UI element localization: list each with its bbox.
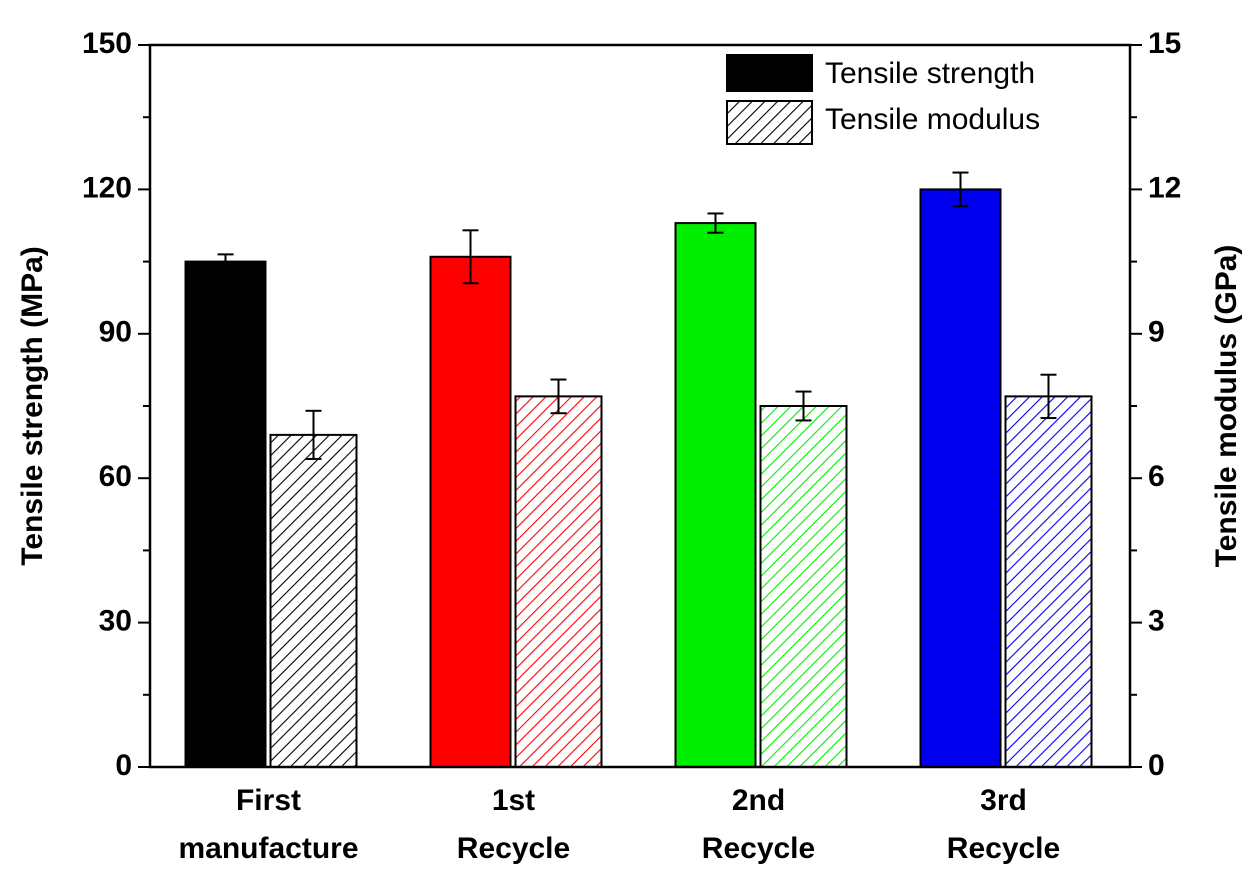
y2-tick-label: 12 bbox=[1148, 171, 1181, 204]
y2-tick-label: 6 bbox=[1148, 460, 1165, 493]
x-tick-label: First bbox=[236, 784, 301, 817]
bar bbox=[759, 405, 848, 768]
bar bbox=[514, 395, 603, 768]
y-tick-label: 30 bbox=[99, 605, 132, 638]
error-bar bbox=[217, 253, 234, 270]
y-axis-title: Tensile strength (MPa) bbox=[16, 246, 49, 565]
bar bbox=[429, 255, 512, 768]
legend-swatch bbox=[726, 54, 813, 92]
error-bar bbox=[795, 390, 812, 422]
y2-tick-label: 0 bbox=[1148, 749, 1165, 782]
y-tick-label: 0 bbox=[115, 749, 132, 782]
y-tick-label: 120 bbox=[82, 171, 132, 204]
error-bar bbox=[1040, 373, 1057, 420]
bar bbox=[184, 260, 267, 768]
x-tick-label: Recycle bbox=[457, 832, 570, 865]
x-tick-label: 2nd bbox=[732, 784, 785, 817]
error-bar bbox=[462, 229, 479, 285]
bar bbox=[674, 222, 757, 769]
x-tick-label: Recycle bbox=[702, 832, 815, 865]
bar bbox=[1004, 395, 1093, 768]
error-bar bbox=[952, 171, 969, 208]
error-bar bbox=[305, 409, 322, 460]
bar bbox=[269, 433, 358, 768]
legend-label: Tensile modulus bbox=[825, 103, 1040, 136]
y-tick-label: 150 bbox=[82, 27, 132, 60]
legend-swatch bbox=[726, 100, 813, 145]
error-bar bbox=[707, 212, 724, 234]
x-tick-label: manufacture bbox=[178, 832, 358, 865]
plot-frame bbox=[148, 43, 1132, 769]
bar bbox=[919, 188, 1002, 768]
y-tick-label: 60 bbox=[99, 460, 132, 493]
x-tick-label: 1st bbox=[492, 784, 535, 817]
legend-label: Tensile strength bbox=[825, 57, 1035, 90]
y2-tick-label: 3 bbox=[1148, 605, 1165, 638]
y2-tick-label: 15 bbox=[1148, 27, 1181, 60]
x-tick-label: Recycle bbox=[947, 832, 1060, 865]
y-tick-label: 90 bbox=[99, 316, 132, 349]
y2-tick-label: 9 bbox=[1148, 316, 1165, 349]
error-bar bbox=[550, 378, 567, 415]
y2-axis-title: Tensile modulus (GPa) bbox=[1210, 245, 1243, 568]
x-tick-label: 3rd bbox=[980, 784, 1027, 817]
